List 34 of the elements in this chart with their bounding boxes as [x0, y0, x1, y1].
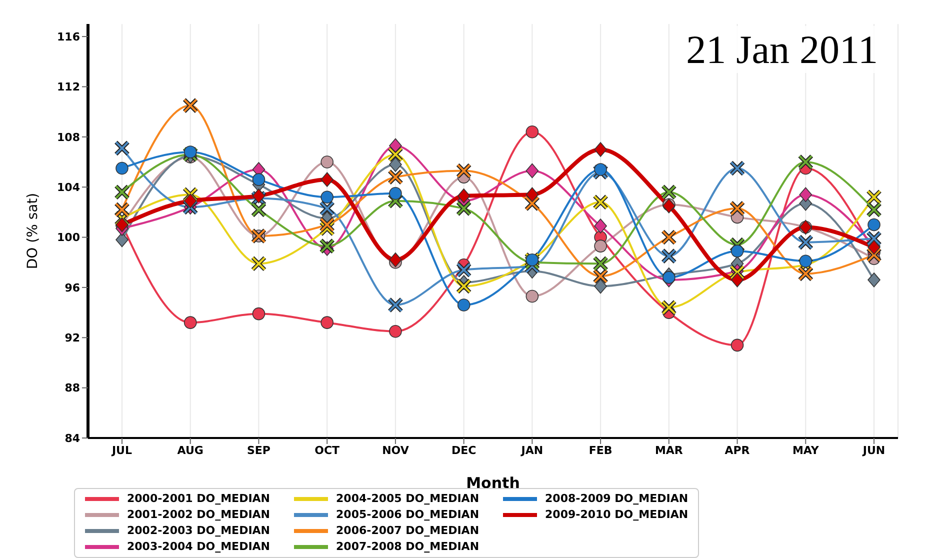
- x-tick-label: SEP: [246, 444, 270, 457]
- legend-label: 2005-2006 DO_MEDIAN: [336, 507, 480, 523]
- legend-label: 2008-2009 DO_MEDIAN: [545, 491, 688, 507]
- x-tick-label: OCT: [314, 444, 340, 457]
- y-tick-label: 108: [57, 130, 80, 144]
- y-tick-label: 88: [64, 382, 80, 395]
- x-axis-title: Month: [466, 474, 520, 492]
- x-tick-label: AUG: [177, 444, 204, 457]
- y-tick-label: 112: [57, 80, 80, 94]
- y-tick-label: 96: [64, 281, 80, 294]
- x-tick-label: APR: [724, 444, 750, 457]
- legend-label: 2003-2004 DO_MEDIAN: [127, 539, 270, 555]
- x-tick-label: MAY: [792, 444, 820, 457]
- y-tick-label: 92: [64, 332, 80, 345]
- y-tick-label: 84: [64, 432, 80, 445]
- legend-label: 2004-2005 DO_MEDIAN: [336, 491, 480, 507]
- legend-label: 2009-2010 DO_MEDIAN: [545, 507, 688, 523]
- x-tick-label: MAR: [654, 444, 684, 457]
- y-tick-label: 100: [57, 231, 80, 244]
- x-tick-label: JAN: [520, 444, 544, 457]
- y-tick-label: 104: [57, 180, 80, 194]
- legend-label: 2000-2001 DO_MEDIAN: [127, 491, 270, 507]
- legend-label: 2007-2008 DO_MEDIAN: [336, 539, 480, 555]
- legend-label: 2006-2007 DO_MEDIAN: [336, 523, 480, 539]
- x-tick-label: DEC: [451, 444, 476, 457]
- x-tick-label: JUN: [862, 444, 886, 457]
- legend-label: 2002-2003 DO_MEDIAN: [127, 523, 270, 539]
- x-tick-label: FEB: [588, 444, 612, 457]
- x-tick-label: JUL: [110, 444, 132, 457]
- legend-label: 2001-2002 DO_MEDIAN: [127, 507, 270, 523]
- y-tick-label: 116: [57, 30, 80, 44]
- y-axis-title: DO (% sat): [24, 192, 41, 270]
- x-tick-label: NOV: [382, 444, 410, 457]
- annotation: 21 Jan 2011: [686, 26, 878, 73]
